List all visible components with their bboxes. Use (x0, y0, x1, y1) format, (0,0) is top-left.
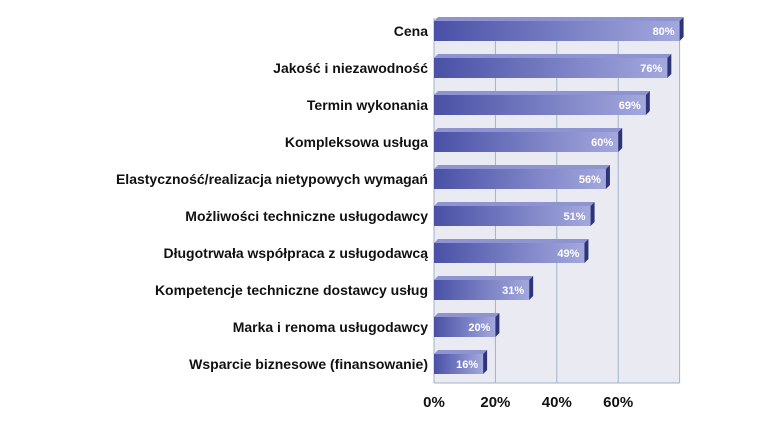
bar (434, 21, 680, 41)
data-label: 20% (468, 322, 490, 334)
data-label: 69% (619, 100, 641, 112)
bar-side-face (584, 239, 589, 263)
data-label: 49% (557, 248, 579, 260)
bar-top-face (434, 165, 610, 169)
bar-side-face (495, 313, 500, 337)
bar (434, 280, 530, 300)
bar-top-face (434, 239, 589, 243)
category-label: Wsparcie biznesowe (finansowanie) (189, 356, 428, 372)
bar-group: 80% (434, 17, 684, 41)
bar-top-face (434, 54, 672, 58)
bar-group: 20% (434, 313, 500, 337)
bar-side-face (667, 54, 672, 78)
x-tick-label: 40% (542, 394, 572, 411)
bar-group: 56% (434, 165, 610, 189)
data-label: 51% (564, 211, 586, 223)
category-labels: Cena Jakość i niezawodność Termin wykonani… (116, 23, 428, 372)
bar (434, 132, 619, 152)
x-tick-label: 60% (603, 394, 633, 411)
bar-group: 51% (434, 202, 595, 226)
data-label: 76% (640, 63, 662, 75)
bar-top-face (434, 313, 500, 317)
bar-top-face (434, 128, 623, 132)
data-label: 60% (591, 137, 613, 149)
category-label: Termin wykonania (307, 97, 428, 113)
bar (434, 317, 496, 337)
x-tick-label: 0% (423, 394, 445, 411)
bar-top-face (434, 91, 650, 95)
category-label: Jakość i niezawodność (273, 60, 428, 76)
bar (434, 354, 484, 374)
bar-group: 69% (434, 91, 650, 115)
data-label: 80% (653, 26, 675, 38)
bar-side-face (679, 17, 684, 41)
bar-side-face (529, 276, 534, 300)
category-label: Możliwości techniczne usługodawcy (185, 208, 428, 224)
bar-side-face (618, 128, 623, 152)
x-axis-ticks: 0% 20% 40% 60% (423, 394, 633, 411)
bar-side-face (645, 91, 650, 115)
category-label: Elastyczność/realizacja nietypowych wyma… (116, 171, 428, 187)
bar (434, 169, 606, 189)
bar-top-face (434, 17, 684, 21)
bar-side-face (483, 350, 488, 374)
category-label: Kompetencje techniczne dostawcy usług (155, 282, 428, 298)
data-label: 56% (579, 174, 601, 186)
category-label: Marka i renoma usługodawcy (233, 319, 428, 335)
bar-top-face (434, 276, 534, 280)
bar-group: 16% (434, 350, 488, 374)
bar-group: 31% (434, 276, 534, 300)
bar-group: 60% (434, 128, 623, 152)
bar-group: 76% (434, 54, 672, 78)
data-label: 16% (456, 359, 478, 371)
gridlines (433, 18, 681, 384)
bar (434, 243, 585, 263)
bar-top-face (434, 202, 595, 206)
category-label: Kompleksowa usługa (285, 134, 428, 150)
bar (434, 95, 646, 115)
bar-side-face (590, 202, 595, 226)
bars: 80% 76% 69% 60% 56% 51% 49% 31% 20% 16% (434, 17, 684, 374)
x-tick-label: 20% (480, 394, 510, 411)
data-label: 31% (502, 285, 524, 297)
bar-side-face (605, 165, 610, 189)
bar (434, 206, 591, 226)
bar (434, 58, 668, 78)
category-label: Długotrwała współpraca z usługodawcą (164, 245, 429, 261)
category-label: Cena (394, 23, 428, 39)
bar-top-face (434, 350, 488, 354)
bar-group: 49% (434, 239, 589, 263)
